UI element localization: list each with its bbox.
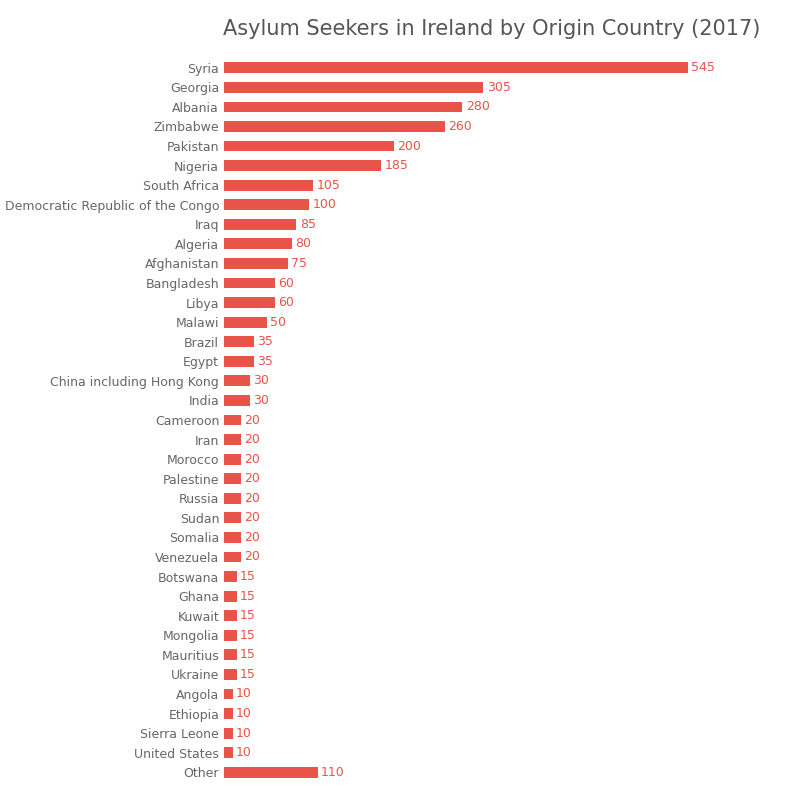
Text: 20: 20 xyxy=(245,511,260,524)
Bar xyxy=(224,650,237,660)
Bar xyxy=(224,454,241,465)
Bar xyxy=(224,474,241,484)
Text: 15: 15 xyxy=(240,570,256,583)
Text: 75: 75 xyxy=(291,257,307,270)
Bar xyxy=(224,141,394,151)
Text: 60: 60 xyxy=(278,277,294,290)
Text: 15: 15 xyxy=(240,609,256,622)
Bar xyxy=(224,689,233,699)
Text: 105: 105 xyxy=(317,178,341,192)
Bar xyxy=(224,297,275,308)
Text: 20: 20 xyxy=(245,472,260,486)
Text: 60: 60 xyxy=(278,296,294,309)
Text: 185: 185 xyxy=(385,159,409,172)
Bar xyxy=(224,219,296,230)
Bar xyxy=(224,258,288,269)
Bar xyxy=(224,630,237,641)
Bar xyxy=(224,532,241,543)
Title: Asylum Seekers in Ireland by Origin Country (2017): Asylum Seekers in Ireland by Origin Coun… xyxy=(223,19,761,39)
Text: 15: 15 xyxy=(240,668,256,681)
Bar xyxy=(224,610,237,621)
Bar xyxy=(224,571,237,582)
Bar xyxy=(224,160,382,171)
Text: 20: 20 xyxy=(245,531,260,544)
Text: 85: 85 xyxy=(300,218,316,231)
Bar xyxy=(224,590,237,602)
Bar xyxy=(224,728,233,738)
Bar xyxy=(224,375,250,386)
Bar xyxy=(224,747,233,758)
Text: 80: 80 xyxy=(295,238,311,250)
Bar xyxy=(224,395,250,406)
Bar xyxy=(224,238,292,250)
Bar xyxy=(224,767,318,778)
Bar xyxy=(224,708,233,719)
Text: 15: 15 xyxy=(240,590,256,602)
Text: 35: 35 xyxy=(257,335,273,348)
Text: 100: 100 xyxy=(313,198,336,211)
Text: 10: 10 xyxy=(236,707,252,720)
Bar xyxy=(224,180,314,190)
Text: 110: 110 xyxy=(321,766,345,778)
Bar xyxy=(224,121,446,132)
Text: 20: 20 xyxy=(245,414,260,426)
Text: 20: 20 xyxy=(245,453,260,466)
Bar xyxy=(224,317,266,327)
Text: 15: 15 xyxy=(240,648,256,662)
Text: 20: 20 xyxy=(245,433,260,446)
Text: 305: 305 xyxy=(487,81,510,94)
Text: 30: 30 xyxy=(253,374,269,387)
Bar xyxy=(224,493,241,504)
Bar xyxy=(224,62,688,73)
Text: 545: 545 xyxy=(691,62,715,74)
Text: 200: 200 xyxy=(398,139,422,153)
Bar xyxy=(224,414,241,426)
Bar xyxy=(224,82,483,93)
Text: 260: 260 xyxy=(449,120,472,133)
Text: 50: 50 xyxy=(270,316,286,329)
Bar xyxy=(224,356,254,366)
Text: 35: 35 xyxy=(257,354,273,368)
Bar xyxy=(224,434,241,445)
Text: 10: 10 xyxy=(236,746,252,759)
Text: 20: 20 xyxy=(245,550,260,563)
Text: 20: 20 xyxy=(245,492,260,505)
Bar xyxy=(224,278,275,288)
Text: 30: 30 xyxy=(253,394,269,407)
Text: 280: 280 xyxy=(466,100,490,114)
Text: 10: 10 xyxy=(236,726,252,740)
Bar xyxy=(224,669,237,680)
Bar xyxy=(224,102,462,112)
Bar xyxy=(224,513,241,523)
Bar xyxy=(224,336,254,347)
Text: 10: 10 xyxy=(236,687,252,701)
Bar xyxy=(224,199,309,210)
Bar xyxy=(224,552,241,562)
Text: 15: 15 xyxy=(240,629,256,642)
